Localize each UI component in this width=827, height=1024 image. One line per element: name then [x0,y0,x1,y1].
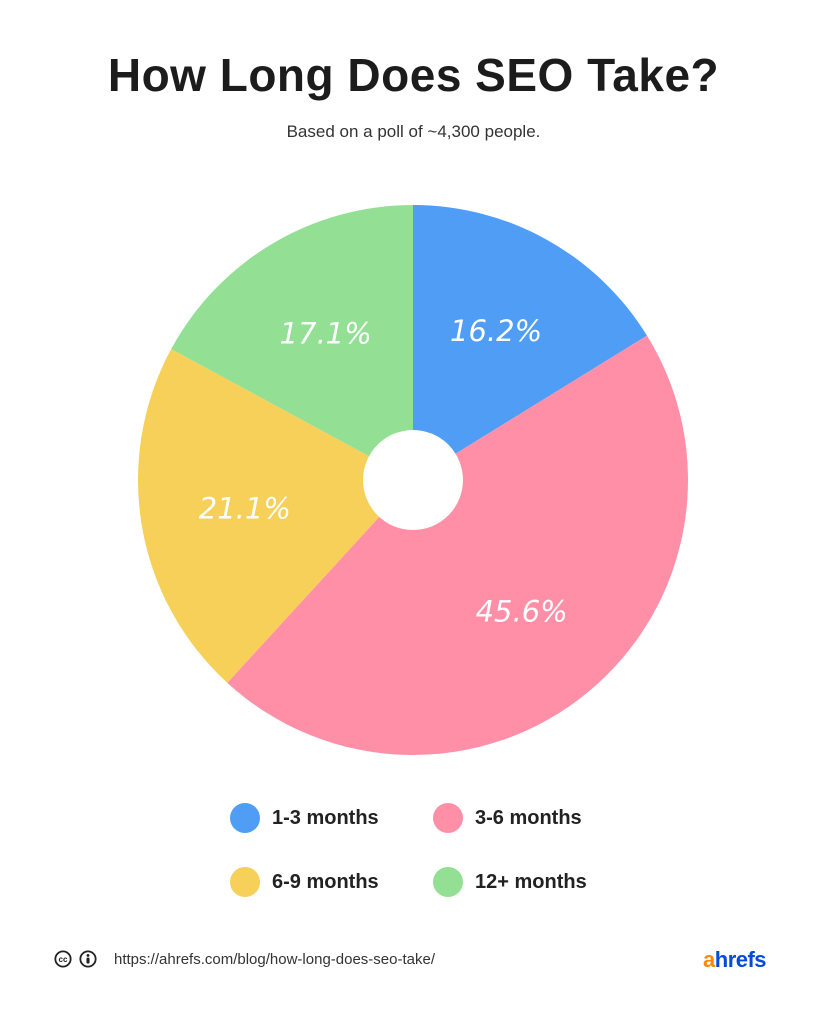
svg-text:cc: cc [59,955,68,964]
pie-chart: 16.2% 45.6% 21.1% 17.1% [138,205,688,755]
pie-slice-1-3-months [413,205,648,480]
source-url[interactable]: https://ahrefs.com/blog/how-long-does-se… [114,950,435,968]
legend-item-6-9-months: 6-9 months [230,864,379,900]
chart-subtitle: Based on a poll of ~4,300 people. [286,122,541,141]
creative-commons-icon: cc [54,950,72,968]
pie-slice-6-9-months [138,349,414,683]
footer: cc https://ahrefs.com/blog/how-long-does… [54,950,435,968]
legend-label: 3-6 months [475,806,582,829]
legend-label: 6-9 months [272,870,379,893]
legend-dot-yellow [230,867,260,897]
legend-item-1-3-months: 1-3 months [230,800,379,836]
pie-slice-label: 45.6% [476,594,568,628]
donut-hole [363,430,463,530]
chart-title: How Long Does SEO Take? [107,49,720,101]
pie-slice-3-6-months [227,335,688,755]
legend-dot-pink [433,803,463,833]
pie-slice-label: 16.2% [450,314,542,348]
legend-label: 12+ months [475,870,587,893]
legend-dot-blue [230,803,260,833]
ahrefs-logo: ahrefs [703,947,767,972]
legend-label: 1-3 months [272,806,379,829]
attribution-icon [79,950,97,968]
legend-dot-green [433,867,463,897]
pie-slice-label: 21.1% [199,491,291,525]
legend-item-3-6-months: 3-6 months [433,800,582,836]
pie-slice-label: 17.1% [280,317,372,351]
legend-item-12-plus-months: 12+ months [433,864,587,900]
pie-slice-12-months [171,205,413,480]
